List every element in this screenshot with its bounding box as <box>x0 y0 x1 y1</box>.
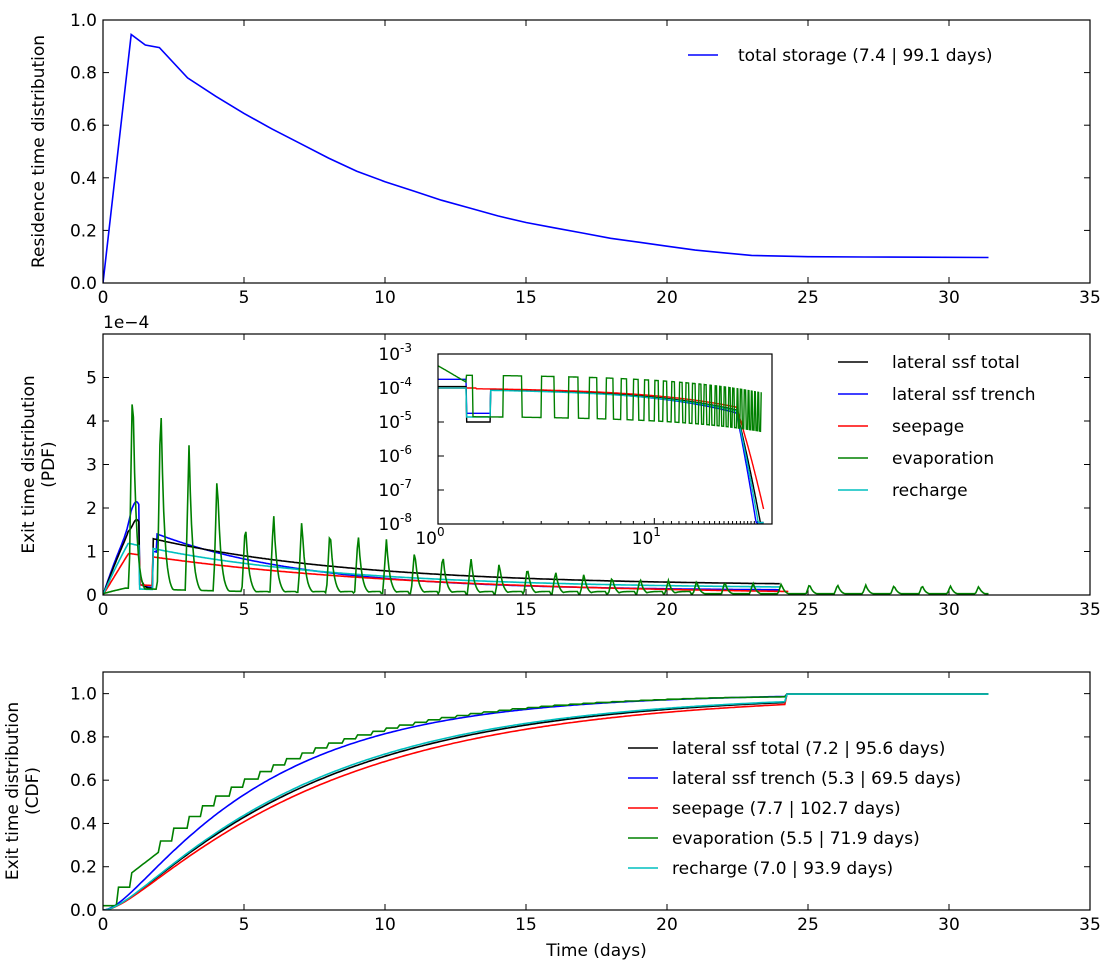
y-tick-label: 1.0 <box>70 11 97 31</box>
x-tick-label: 35 <box>1079 288 1101 308</box>
x-tick-label: 5 <box>239 915 250 935</box>
pdf-frame <box>102 333 1091 596</box>
inset-series-evaporation <box>438 365 762 433</box>
legend-entry: seepage (7.7 | 102.7 days) <box>672 799 901 819</box>
x-tick-label: 10 <box>374 915 396 935</box>
y-multiplier: 1e−4 <box>103 313 149 333</box>
y-tick-label: 0 <box>86 586 97 606</box>
y-tick-label: 0.8 <box>70 64 97 84</box>
inset-y-tick-label: 10-5 <box>378 409 412 433</box>
x-tick-label: 20 <box>656 288 678 308</box>
x-tick-label: 20 <box>656 915 678 935</box>
cdf-axes: 0 5 10 15 20 25 30 35 0.0 0.2 0.4 0.6 0.8 1.0 Exit tim… <box>3 671 1101 961</box>
series-cdf <box>103 693 989 910</box>
y-tick-label: 3 <box>86 456 97 476</box>
legend-entry: lateral ssf total (7.2 | 95.6 days) <box>672 739 945 759</box>
inset-y-tick-label: 10-3 <box>378 341 412 365</box>
y-tick-label: 0.6 <box>70 116 97 136</box>
x-tick-label: 15 <box>515 600 537 620</box>
inset-y-tick-label: 10-6 <box>378 443 412 467</box>
residence-axes: 0 5 10 15 20 25 30 35 0.0 0.2 0.4 0.6 0.8 1.0 Residenc… <box>29 11 1101 308</box>
y-axis-label: Residence time distribution <box>29 35 49 268</box>
inset-y-tick-exp: -4 <box>400 375 412 389</box>
legend-entry: lateral ssf trench <box>892 385 1036 405</box>
y-tick-label: 0.0 <box>70 274 97 294</box>
x-tick-label: 20 <box>656 600 678 620</box>
inset-y-tick-exp: -7 <box>400 477 412 491</box>
y-tick-label: 0.4 <box>70 169 97 189</box>
x-tick-label: 0 <box>98 288 109 308</box>
x-tick-label: 0 <box>98 915 109 935</box>
y-axis-label: (PDF) <box>39 441 59 487</box>
inset-frame <box>437 353 773 525</box>
y-tick-label: 1 <box>86 543 97 563</box>
inset-y-tick-exp: -5 <box>400 409 412 423</box>
series-pdf-evaporation <box>103 404 989 595</box>
x-tick-label: 25 <box>797 600 819 620</box>
legend-entry: recharge (7.0 | 93.9 days) <box>672 859 893 879</box>
y-tick-label: 2 <box>86 499 97 519</box>
x-tick-label: 30 <box>938 915 960 935</box>
y-tick-label: 0.6 <box>70 771 97 791</box>
inset-y-tick-label: 10-7 <box>378 477 412 501</box>
inset-x-tick-exp: 0 <box>437 525 445 539</box>
inset-y-tick-exp: -3 <box>400 341 412 355</box>
legend-entry: total storage (7.4 | 99.1 days) <box>738 46 992 66</box>
x-tick-label: 25 <box>797 288 819 308</box>
x-tick-label: 10 <box>374 600 396 620</box>
y-tick-label: 5 <box>86 369 97 389</box>
y-axis-label: (CDF) <box>23 767 43 815</box>
inset-y-tick-exp: -6 <box>400 443 412 457</box>
legend-entry: evaporation (5.5 | 71.9 days) <box>672 829 920 849</box>
y-tick-label: 0.0 <box>70 901 97 921</box>
x-tick-label: 5 <box>239 288 250 308</box>
series-total-storage <box>103 33 989 283</box>
series-pdf-seepage <box>103 552 789 595</box>
legend-entry: seepage <box>892 417 964 437</box>
pdf-legend: lateral ssf total lateral ssf trench seepa… <box>838 353 1036 501</box>
y-tick-label: 0.2 <box>70 858 97 878</box>
legend-entry: evaporation <box>892 449 994 469</box>
y-tick-label: 0.8 <box>70 728 97 748</box>
inset-x-tick-label: 100 <box>415 525 444 549</box>
legend-entry: lateral ssf total <box>892 353 1020 373</box>
x-tick-label: 35 <box>1079 600 1101 620</box>
x-tick-label: 30 <box>938 288 960 308</box>
x-tick-label: 35 <box>1079 915 1101 935</box>
y-tick-label: 0.4 <box>70 814 97 834</box>
inset-y-tick-label: 10-8 <box>378 511 412 535</box>
x-tick-label: 10 <box>374 288 396 308</box>
y-tick-label: 0.2 <box>70 221 97 241</box>
y-axis-label: Exit time distribution <box>3 702 23 880</box>
inset-bg <box>438 354 772 524</box>
y-axis-label: Exit time distribution <box>19 375 39 553</box>
cdf-legend: lateral ssf total (7.2 | 95.6 days) later… <box>628 739 961 879</box>
inset-y-tick-label: 10-4 <box>378 375 412 399</box>
x-tick-label: 0 <box>98 600 109 620</box>
x-axis-label: Time (days) <box>545 941 646 961</box>
legend-entry: recharge <box>892 481 968 501</box>
inset-y-tick-exp: -8 <box>400 511 412 525</box>
y-tick-label: 1.0 <box>70 685 97 705</box>
y-tick-label: 4 <box>86 412 97 432</box>
x-tick-label: 5 <box>239 600 250 620</box>
x-tick-label: 30 <box>938 600 960 620</box>
x-tick-label: 15 <box>515 288 537 308</box>
residence-frame <box>102 19 1091 284</box>
x-tick-label: 25 <box>797 915 819 935</box>
legend-entry: lateral ssf trench (5.3 | 69.5 days) <box>672 769 961 789</box>
cdf-frame <box>102 671 1091 911</box>
inset-x-tick-label: 101 <box>632 525 661 549</box>
x-tick-label: 15 <box>515 915 537 935</box>
inset-x-tick-exp: 1 <box>653 525 661 539</box>
residence-legend: total storage (7.4 | 99.1 days) <box>688 46 992 66</box>
